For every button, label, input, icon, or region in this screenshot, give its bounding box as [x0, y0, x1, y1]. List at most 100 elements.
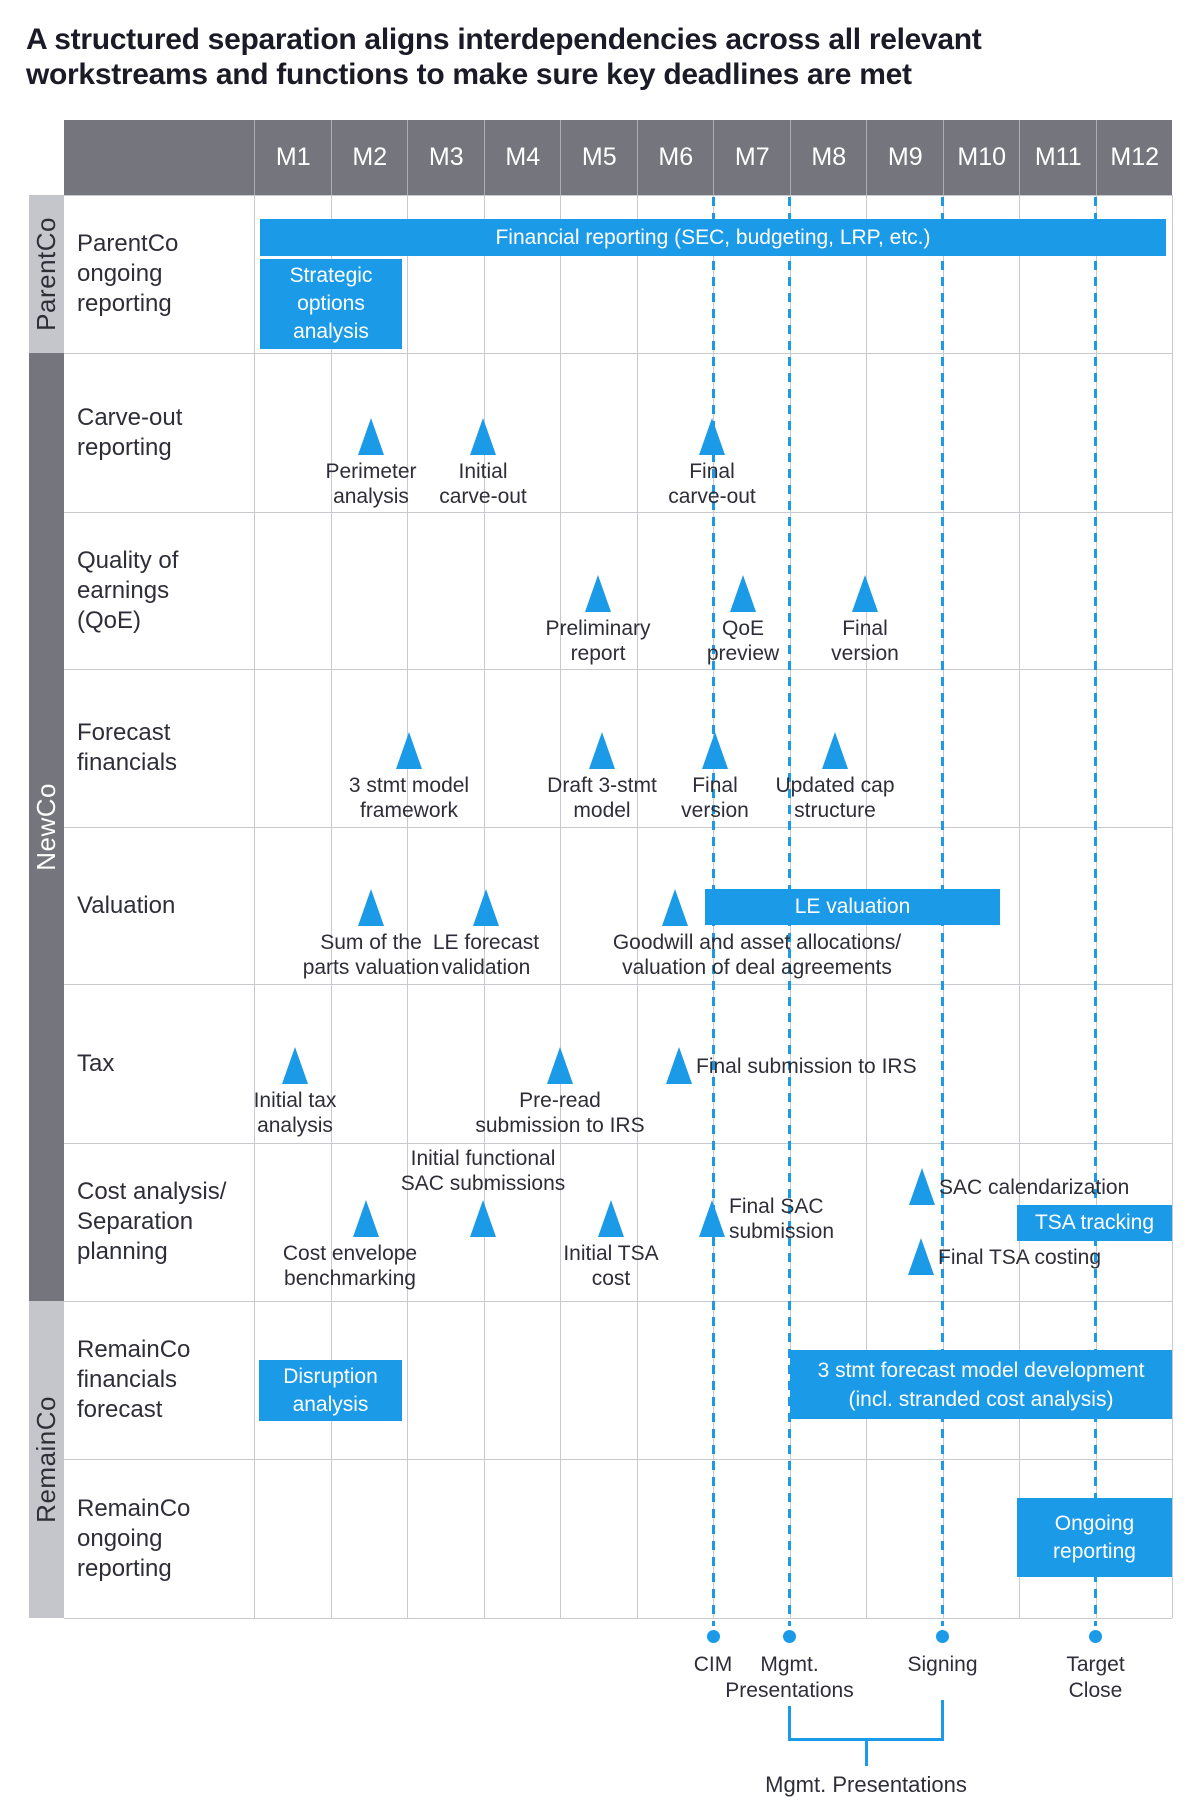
month-header-m4: M4: [483, 120, 562, 195]
milestone-triangle-pre-read-submission-irs: [547, 1047, 573, 1084]
row-label-line: Valuation: [77, 891, 176, 919]
group-strip-parentco: ParentCo: [29, 195, 64, 353]
gridline-horizontal: [64, 195, 1172, 196]
page-title-line2: workstreams and functions to make sure k…: [26, 58, 912, 91]
milestone-label-line: LE forecast: [432, 931, 540, 954]
milestone-triangle-updated-cap-structure: [822, 732, 848, 769]
milestone-label-line: structure: [794, 799, 876, 822]
milestone-label-perimeter-analysis: Perimeter analysis: [271, 459, 471, 509]
gridline-horizontal: [64, 353, 1172, 354]
milestone-triangle-initial-carve-out: [470, 418, 496, 455]
row-label-line: Separation: [77, 1208, 194, 1235]
row-label-line: (QoE): [77, 606, 142, 634]
gridline-vertical: [1172, 195, 1173, 1618]
gridline-horizontal: [64, 1143, 1172, 1144]
month-header-m8: M8: [789, 120, 868, 195]
row-label-line: RemainCo: [77, 1336, 191, 1363]
task-bar-financial-reporting-bar: Financial reporting (SEC, budgeting, LRP…: [260, 219, 1166, 256]
task-bar-label: Financial reporting (SEC, budgeting, LRP…: [495, 226, 931, 249]
milestone-label-draft-3-stmt-model: Draft 3-stmt model: [502, 773, 702, 823]
bracket-right-line: [941, 1700, 944, 1738]
row-label-line: Quality of: [77, 546, 179, 574]
bracket-label: Mgmt. Presentations: [765, 1772, 967, 1797]
row-label-line: ongoing: [77, 260, 163, 287]
milestone-label-forecast-final-version: Final version: [615, 773, 815, 823]
row-label-quality-of-earnings: Quality of earnings (QoE): [64, 512, 254, 669]
milestone-label-line: SAC calendarization: [939, 1175, 1130, 1199]
task-bar-label: LE valuation: [794, 895, 911, 918]
milestone-triangle-qoe-preview: [730, 575, 756, 612]
row-label-line: ParentCo: [77, 230, 179, 257]
row-label-forecast-financials: Forecast financials: [64, 669, 254, 827]
milestone-label-line: Initial TSA: [563, 1242, 659, 1265]
task-bar-three-stmt-forecast-bar: 3 stmt forecast model development (incl. …: [790, 1350, 1172, 1419]
milestone-triangle-final-tsa-costing: [908, 1238, 934, 1275]
gridline-horizontal: [64, 669, 1172, 670]
milestone-label-line: framework: [359, 799, 459, 822]
group-strip-newco: NewCo: [29, 353, 64, 1301]
timeline-label-signing: Signing: [833, 1652, 1053, 1678]
milestone-dashline-target-close: [1094, 197, 1097, 1626]
milestone-triangle-initial-tax-analysis: [282, 1047, 308, 1084]
milestone-label-line: Perimeter: [325, 460, 417, 483]
milestone-label-line: Draft 3-stmt: [547, 774, 657, 797]
bracket-left-line: [788, 1706, 791, 1738]
gridline-vertical: [254, 195, 255, 1618]
milestone-label-line: preview: [706, 642, 780, 665]
row-label-line: Carve-out: [77, 403, 183, 431]
task-bar-disruption-analysis-box: Disruption analysis: [259, 1360, 402, 1421]
milestone-triangle-initial-tsa-cost: [598, 1200, 624, 1237]
milestone-label-line: cost: [591, 1267, 631, 1290]
milestone-triangle-draft-3-stmt-model: [589, 732, 615, 769]
gridline-vertical: [636, 195, 638, 1618]
group-strip-remainco: RemainCo: [29, 1301, 64, 1618]
milestone-label-cost-envelope-benchmarking: Cost envelope benchmarking: [250, 1241, 450, 1291]
task-bar-strategic-options-box: Strategic options analysis: [260, 259, 402, 349]
group-strip-label-parentco: ParentCo: [31, 217, 61, 331]
gridline-vertical: [1019, 195, 1020, 1618]
row-label-line: forecast: [77, 1396, 163, 1423]
task-bar-label: 3 stmt forecast model development: [817, 1358, 1145, 1382]
task-bar-tsa-tracking-box: TSA tracking: [1017, 1205, 1172, 1241]
task-bar-label: analysis: [293, 320, 369, 343]
gridline-vertical: [560, 195, 561, 1618]
milestone-label-goodwill-asset-allocations: Goodwill and asset allocations/valuation…: [537, 930, 977, 980]
row-label-line: RemainCo: [77, 1494, 191, 1522]
timeline-label-line: Target: [1066, 1653, 1125, 1676]
milestone-triangle-final-sac-submission: [699, 1200, 725, 1237]
page-title: A structured separation aligns interdepe…: [26, 22, 1176, 92]
task-bar-label: Disruption: [283, 1364, 378, 1388]
gridline-horizontal: [64, 984, 1172, 985]
bracket-stem: [864, 1738, 868, 1766]
month-header-m3: M3: [407, 120, 485, 195]
milestone-label-line: Final: [842, 617, 888, 640]
row-label-line: reporting: [77, 433, 172, 461]
month-header-m5: M5: [560, 120, 638, 195]
month-header-m2: M2: [330, 120, 409, 195]
timeline-dot-cim: [706, 1630, 720, 1643]
timeline-label-cim: CIM: [603, 1652, 823, 1678]
milestone-label-line: SAC submissions: [400, 1172, 566, 1195]
milestone-label-initial-tsa-cost: Initial TSA cost: [511, 1241, 711, 1291]
gridline-horizontal: [64, 827, 1172, 828]
row-label-line: financials: [77, 749, 178, 776]
task-bar-label: Ongoing: [1054, 1511, 1135, 1535]
timeline-label-line: Presentations: [725, 1679, 854, 1702]
milestone-label-line: benchmarking: [284, 1267, 416, 1290]
task-bar-label: Strategic: [289, 264, 373, 287]
milestone-label-final-submission-irs: Final submission to IRS: [696, 1054, 917, 1079]
group-strip-label-newco: NewCo: [31, 783, 61, 871]
milestone-label-line: version: [681, 799, 749, 822]
milestone-label-line: model: [573, 799, 631, 822]
row-label-line: reporting: [77, 1554, 172, 1582]
milestone-label-final-tsa-costing: Final TSA costing: [938, 1245, 1101, 1270]
gridline-vertical: [330, 195, 332, 1618]
milestone-label-line: Sum of the: [320, 931, 422, 954]
group-strip-label-remainco: RemainCo: [31, 1396, 61, 1523]
month-header-m10: M10: [942, 120, 1021, 195]
milestone-triangle-perimeter-analysis: [358, 418, 384, 455]
month-header-band: [64, 120, 1172, 195]
row-label-remainco-financials-forecast: RemainCo financials forecast: [64, 1301, 254, 1459]
milestone-label-line: Pre-read: [519, 1089, 601, 1112]
